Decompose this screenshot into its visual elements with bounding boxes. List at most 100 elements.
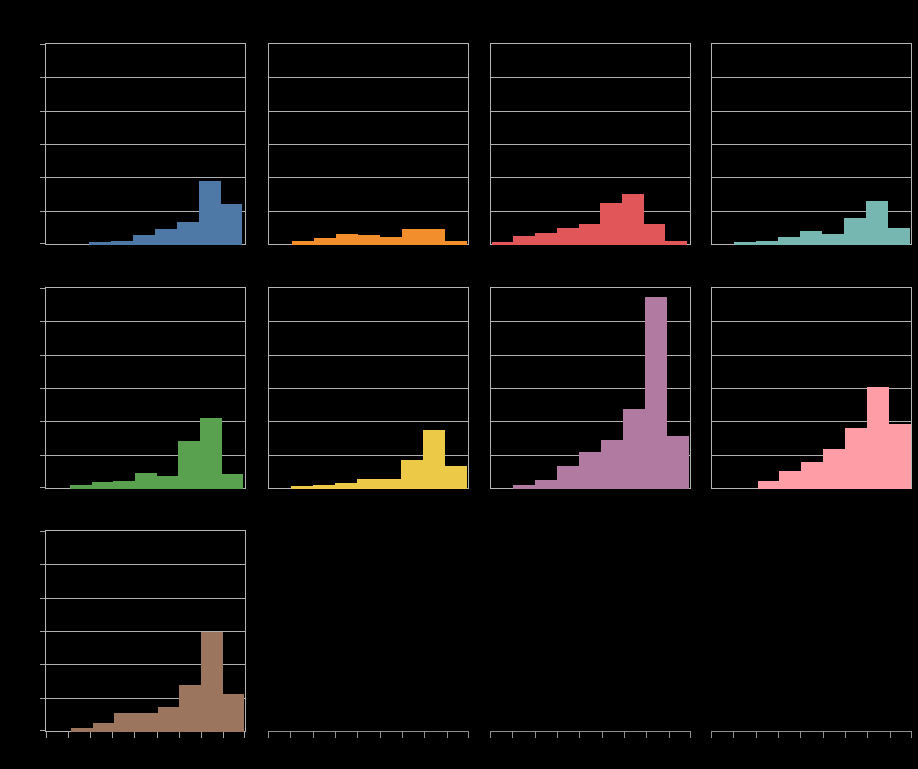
x-axis-tick [468,732,469,738]
y-gridline [46,177,245,178]
histogram-bar [335,483,357,489]
y-axis-tick [40,144,45,145]
histogram-bar [623,409,645,489]
y-axis-tick [40,355,45,356]
y-axis-tick [40,111,45,112]
histogram-bar [136,713,158,732]
y-gridline [46,321,245,322]
histogram-bar [89,242,111,245]
x-axis-tick [179,732,180,738]
y-gridline [712,355,911,356]
y-gridline [269,321,468,322]
y-axis-tick [40,598,45,599]
y-gridline [46,144,245,145]
histogram-bar [114,713,136,732]
y-gridline [46,564,245,565]
histogram-bar [179,685,201,732]
histogram-bar [845,428,867,489]
histogram-bar [888,228,910,245]
histogram-subplot-3 [490,43,691,245]
histogram-bar [313,485,335,489]
x-axis-tick [512,732,513,738]
x-axis-tick [402,732,403,738]
y-gridline [491,355,690,356]
x-axis-tick [800,732,801,738]
histogram-bar [445,466,467,489]
histogram-bar [645,297,667,489]
y-axis-tick [40,77,45,78]
y-axis-tick [40,664,45,665]
x-axis-tick [90,732,91,738]
histogram-bar [579,224,600,245]
x-axis-tick [313,732,314,738]
histogram-bar [665,241,687,245]
y-axis-tick [40,730,45,731]
histogram-bar [70,485,92,489]
y-gridline [269,211,468,212]
x-axis-tick [845,732,846,738]
histogram-bar [423,430,445,489]
y-axis-tick [40,698,45,699]
histogram-bar [314,238,336,245]
x-axis-tick [424,732,425,738]
x-axis-tick [867,732,868,738]
y-gridline [712,421,911,422]
histogram-bar [622,194,644,245]
histogram-bar [221,204,242,245]
y-gridline [491,111,690,112]
histogram-bar [801,462,823,489]
x-axis-tick [134,732,135,738]
histogram-bar [223,694,244,732]
x-axis-tick [823,732,824,738]
histogram-subplot-4 [711,43,912,245]
y-gridline [46,388,245,389]
y-gridline [269,455,468,456]
y-gridline [712,388,911,389]
y-axis-tick [40,321,45,322]
x-axis-tick [46,732,47,738]
histogram-bar [201,632,223,732]
histogram-bar [401,460,423,489]
y-gridline [712,321,911,322]
histogram-bar [557,228,579,245]
histogram-bar [535,233,557,245]
x-axis-tick [690,732,691,738]
histogram-bar [93,723,114,732]
histogram-bar [158,707,179,732]
y-gridline [46,77,245,78]
histogram-bar [358,235,380,245]
histogram-subplot-6 [268,287,469,489]
x-axis-tick [911,732,912,738]
histogram-bar [92,482,113,489]
histogram-subplot-8 [711,287,912,489]
y-gridline [712,111,911,112]
y-gridline [491,144,690,145]
x-axis-tick [602,732,603,738]
y-gridline [269,111,468,112]
x-axis-tick [290,732,291,738]
y-axis-tick [40,487,45,488]
y-gridline [46,211,245,212]
x-axis-tick [579,732,580,738]
y-gridline [46,598,245,599]
y-gridline [491,321,690,322]
histogram-bar [535,480,557,489]
y-gridline [712,77,911,78]
y-gridline [46,421,245,422]
x-axis-tick [557,732,558,738]
histogram-bar [445,241,467,245]
x-axis-tick [669,732,670,738]
y-gridline [491,421,690,422]
y-gridline [46,111,245,112]
histogram-bar [867,387,889,489]
histogram-bar [778,237,800,245]
histogram-bar [291,486,313,489]
y-gridline [491,211,690,212]
y-gridline [269,177,468,178]
y-gridline [269,388,468,389]
histogram-bar [222,474,243,489]
histogram-bar [734,242,756,245]
y-axis-tick [40,421,45,422]
histogram-bar [823,449,845,489]
